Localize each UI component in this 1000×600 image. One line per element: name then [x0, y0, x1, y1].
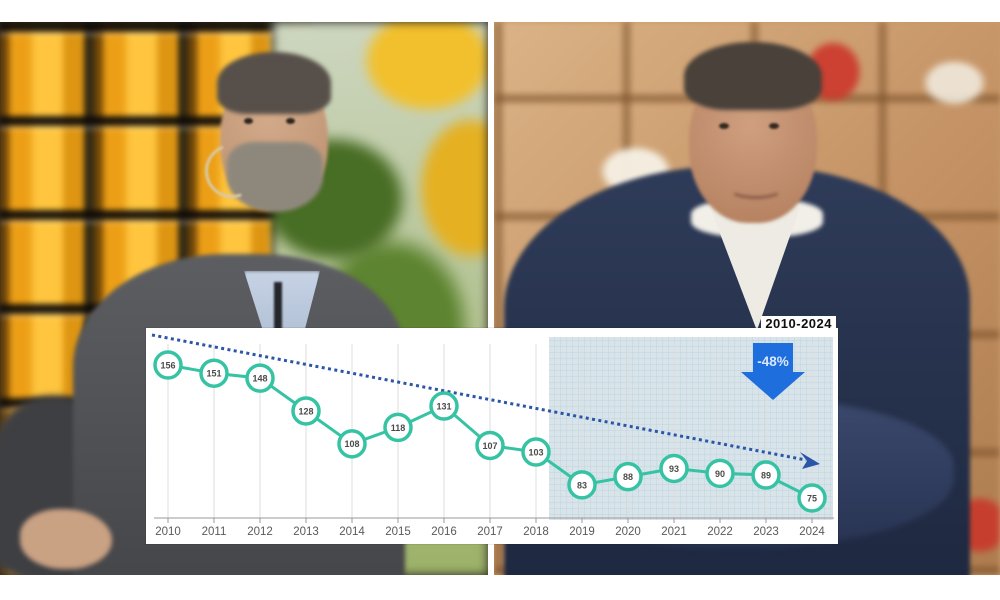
svg-text:2014: 2014 [339, 526, 365, 538]
data-point-value: 90 [715, 469, 725, 479]
data-point-marker [751, 460, 781, 490]
svg-text:2020: 2020 [615, 526, 641, 538]
trendline-arrow [151, 333, 820, 469]
speaker-eye [285, 118, 295, 125]
percent-drop-label: -48% [757, 354, 789, 369]
speaker-beard [226, 142, 323, 213]
data-point-value: 88 [623, 472, 633, 482]
speaker-hand [19, 509, 112, 570]
svg-text:2012: 2012 [247, 526, 273, 538]
chart-period-label: 2010-2024 [761, 316, 836, 331]
data-point-marker [245, 363, 275, 393]
data-point-value: 89 [761, 470, 771, 480]
data-point-value: 108 [344, 439, 359, 449]
data-point-value: 75 [807, 493, 817, 503]
executive-eye [768, 122, 779, 129]
executive-eye [718, 122, 729, 129]
line-chart-svg: 156 151 148 128 108 118 131 107 103 83 88 93 90 89 75 2… [151, 333, 834, 538]
data-point-marker [659, 453, 689, 484]
x-axis [154, 517, 834, 523]
data-point-value: 156 [160, 360, 175, 370]
data-point-marker [797, 483, 827, 513]
data-point-value: 83 [577, 480, 587, 490]
data-point-marker [429, 391, 459, 421]
svg-text:2015: 2015 [385, 526, 411, 538]
svg-text:2016: 2016 [431, 526, 457, 538]
data-point-marker [337, 429, 367, 459]
data-point-marker [291, 396, 321, 426]
svg-text:2019: 2019 [569, 526, 595, 538]
svg-text:2024: 2024 [799, 526, 825, 538]
executive-smile [728, 179, 783, 199]
data-point-value: 128 [298, 406, 313, 416]
data-point-marker [567, 470, 597, 500]
data-point-marker [153, 350, 183, 380]
data-point-marker [521, 437, 551, 467]
data-point-marker [475, 430, 505, 461]
data-point-value: 151 [206, 369, 221, 379]
executive-hair [683, 41, 822, 110]
data-point-value: 107 [482, 441, 497, 451]
data-point-value: 118 [391, 423, 406, 433]
svg-text:2023: 2023 [753, 526, 779, 538]
svg-text:2013: 2013 [293, 526, 319, 538]
data-points: 156 151 148 128 108 118 131 107 103 83 88 93 90 89 75 [153, 350, 827, 513]
svg-text:2017: 2017 [477, 526, 503, 538]
speaker-eye [243, 118, 253, 125]
svg-text:2022: 2022 [707, 526, 733, 538]
svg-text:2021: 2021 [661, 526, 687, 538]
data-point-marker [199, 358, 229, 388]
svg-text:2010: 2010 [155, 526, 181, 538]
trend-chart-panel: 2010-2024 156 151 148 128 108 118 131 107 103 83 8… [146, 316, 838, 544]
speaker-hair [217, 52, 332, 115]
year-labels: 2010 2011 2012 2013 2014 2015 2016 2017 2018 2019… [155, 526, 825, 538]
data-point-value: 131 [436, 401, 451, 411]
svg-text:2018: 2018 [523, 526, 549, 538]
data-point-value: 148 [252, 374, 267, 384]
data-point-marker [613, 461, 643, 492]
svg-text:2011: 2011 [202, 526, 227, 538]
data-point-marker [705, 458, 735, 489]
data-point-value: 103 [528, 447, 543, 457]
data-point-value: 93 [669, 464, 679, 474]
percent-drop-arrow: -48% [741, 343, 805, 400]
data-point-marker [383, 412, 413, 443]
